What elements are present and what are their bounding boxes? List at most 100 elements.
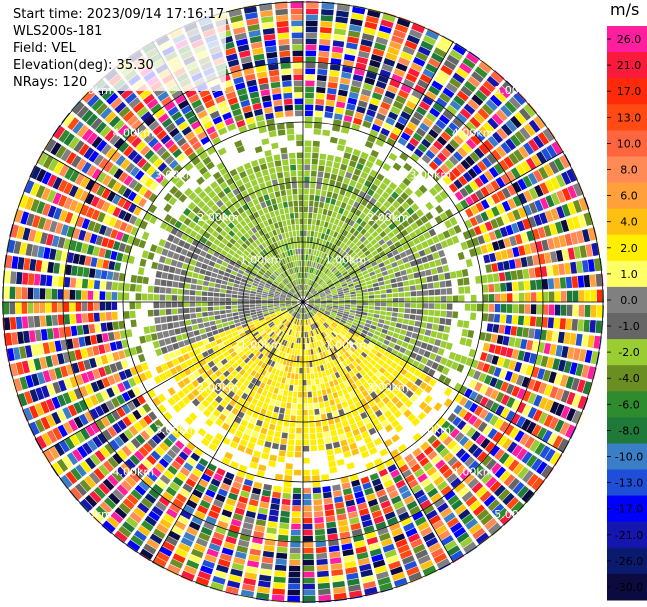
velocity-gate (226, 285, 233, 290)
velocity-gate (298, 188, 303, 195)
velocity-gate (60, 251, 69, 262)
velocity-gate (349, 227, 356, 234)
velocity-gate (242, 275, 249, 280)
velocity-gate (422, 117, 434, 128)
velocity-gate (386, 137, 396, 147)
velocity-gate (292, 267, 296, 274)
velocity-gate (280, 214, 286, 221)
velocity-gate (294, 294, 299, 299)
velocity-gate (311, 385, 317, 391)
velocity-gate (507, 198, 517, 210)
velocity-gate (401, 201, 410, 210)
velocity-gate (191, 342, 199, 350)
velocity-gate (41, 171, 52, 185)
velocity-gate (126, 401, 136, 411)
velocity-gate (305, 104, 314, 111)
velocity-gate (317, 69, 328, 76)
velocity-gate (455, 270, 463, 278)
velocity-gate (383, 259, 391, 266)
velocity-gate (312, 281, 316, 287)
velocity-gate (463, 277, 470, 286)
velocity-gate (338, 169, 346, 177)
velocity-gate (433, 281, 440, 289)
velocity-gate (332, 484, 341, 492)
velocity-gate (70, 214, 79, 226)
velocity-gate (235, 322, 242, 327)
velocity-gate (482, 294, 489, 302)
velocity-gate (299, 206, 303, 213)
velocity-gate (71, 265, 78, 276)
velocity-gate (429, 187, 438, 197)
velocity-gate (109, 341, 117, 352)
velocity-gate (119, 221, 128, 232)
velocity-gate (261, 95, 272, 102)
velocity-gate (386, 252, 394, 259)
velocity-gate (221, 280, 228, 285)
velocity-gate (433, 156, 443, 167)
velocity-gate (99, 280, 107, 290)
velocity-gate (311, 158, 318, 165)
velocity-gate (559, 155, 570, 169)
velocity-gate (219, 106, 230, 115)
velocity-gate (315, 285, 321, 290)
velocity-gate (486, 75, 500, 88)
velocity-gate (246, 280, 253, 285)
velocity-gate (258, 126, 267, 134)
velocity-gate (193, 348, 201, 356)
velocity-gate (340, 77, 351, 85)
velocity-gate (218, 374, 226, 382)
velocity-gate (286, 296, 292, 299)
velocity-gate (212, 195, 220, 203)
velocity-gate (378, 281, 385, 286)
velocity-gate (329, 424, 336, 431)
velocity-gate (245, 257, 252, 263)
velocity-gate (36, 201, 46, 214)
velocity-gate (329, 265, 335, 271)
velocity-gate (405, 225, 414, 234)
velocity-gate (251, 226, 258, 234)
velocity-gate (290, 219, 295, 225)
velocity-gate (451, 235, 460, 244)
velocity-gate (211, 272, 218, 278)
velocity-gate (291, 302, 297, 304)
velocity-gate (474, 147, 485, 159)
velocity-gate (73, 416, 84, 429)
velocity-gate (380, 222, 388, 230)
velocity-gate (117, 382, 126, 393)
velocity-gate (367, 155, 377, 163)
velocity-gate (281, 252, 286, 258)
velocity-gate (325, 291, 332, 295)
velocity-gate (258, 464, 267, 472)
velocity-gate (160, 279, 167, 287)
velocity-gate (190, 318, 198, 325)
velocity-gate (465, 155, 476, 167)
velocity-gate (367, 267, 374, 273)
velocity-gate (244, 357, 251, 364)
velocity-gate (167, 433, 178, 443)
velocity-gate (227, 59, 240, 68)
velocity-gate (405, 73, 418, 83)
velocity-gate (306, 361, 310, 368)
velocity-gate (245, 316, 252, 320)
velocity-gate (187, 265, 195, 272)
velocity-gate (117, 419, 127, 431)
velocity-gate (462, 230, 471, 240)
velocity-gate (172, 148, 183, 158)
velocity-gate (306, 367, 310, 374)
velocity-gate (327, 210, 333, 217)
velocity-gate (333, 379, 339, 386)
velocity-gate (380, 266, 387, 272)
velocity-gate (105, 302, 112, 311)
velocity-gate (243, 224, 251, 232)
velocity-gate (297, 285, 300, 291)
velocity-gate (303, 499, 312, 506)
velocity-gate (327, 454, 335, 462)
velocity-gate (222, 351, 230, 358)
velocity-gate (290, 310, 295, 315)
velocity-gate (221, 195, 229, 204)
velocity-gate (246, 247, 253, 254)
velocity-gate (318, 290, 324, 294)
velocity-gate (319, 39, 331, 46)
velocity-gate (400, 192, 409, 201)
velocity-gate (283, 487, 292, 494)
